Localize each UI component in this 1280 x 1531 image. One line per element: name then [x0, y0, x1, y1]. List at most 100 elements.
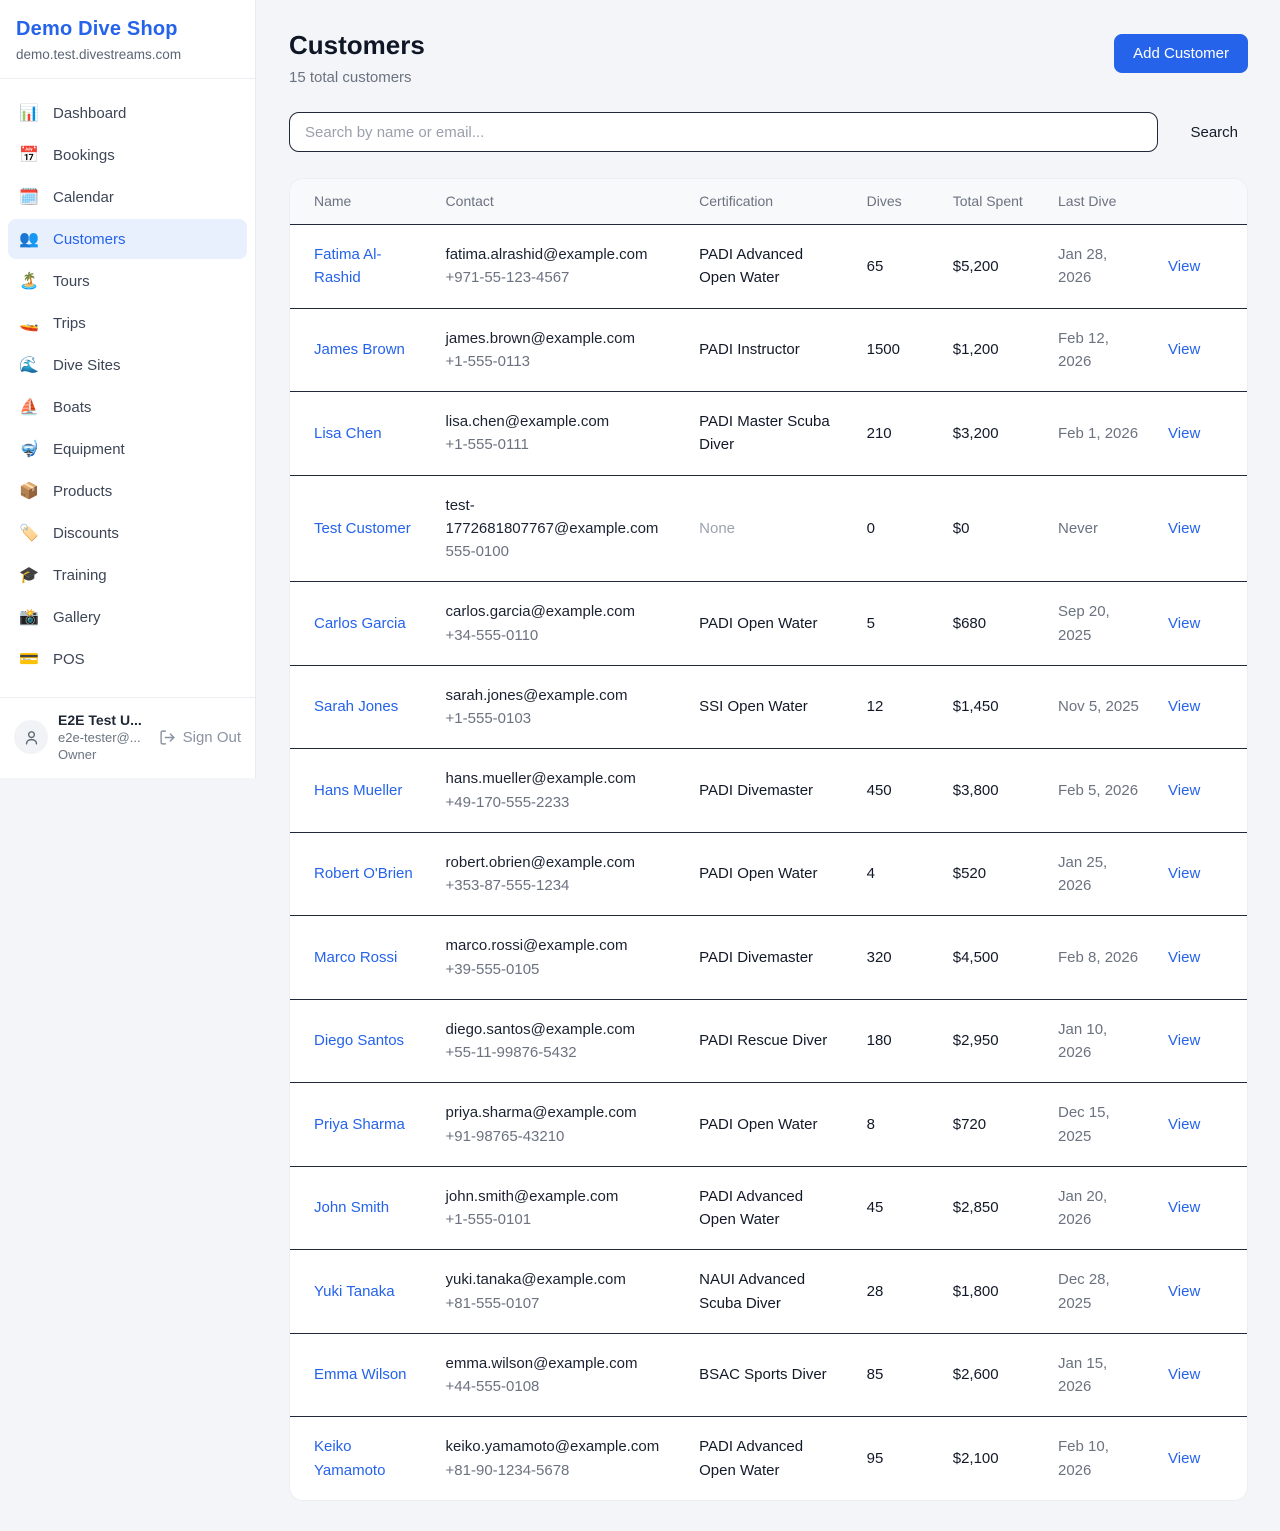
customer-certification: SSI Open Water [699, 698, 808, 716]
sidebar-item[interactable]: 🤿 Equipment [8, 429, 247, 469]
sign-out-label: Sign Out [182, 728, 241, 746]
sidebar-item-label: Equipment [53, 440, 125, 458]
customer-name-link[interactable]: John Smith [314, 1199, 390, 1217]
customer-total-spent: $4,500 [952, 948, 999, 966]
view-link[interactable]: View [1168, 1199, 1201, 1217]
customer-name-link[interactable]: Fatima Al-Rashid [314, 246, 382, 287]
view-link[interactable]: View [1168, 781, 1201, 799]
view-link[interactable]: View [1168, 865, 1201, 883]
customer-email: robert.obrien@example.com [445, 853, 636, 871]
view-link[interactable]: View [1168, 424, 1201, 442]
customer-email: emma.wilson@example.com [445, 1354, 638, 1372]
search-input[interactable] [289, 112, 1159, 152]
sidebar-item-label: Training [53, 566, 107, 584]
sidebar-item[interactable]: 💳 POS [8, 639, 247, 679]
table-row: Sarah Jones sarah.jones@example.com +1-5… [290, 665, 1247, 749]
customer-email: john.smith@example.com [445, 1187, 619, 1205]
customer-name-link[interactable]: Keiko Yamamoto [314, 1438, 386, 1479]
customer-last-dive: Feb 12, 2026 [1058, 329, 1109, 370]
column-header-total-spent: Total Spent [940, 179, 1046, 225]
table-row: John Smith john.smith@example.com +1-555… [290, 1166, 1247, 1250]
customer-name-link[interactable]: James Brown [314, 341, 405, 359]
view-link[interactable]: View [1168, 519, 1201, 537]
sidebar-item-label: Bookings [53, 146, 115, 164]
customer-name-link[interactable]: Marco Rossi [314, 948, 398, 966]
customer-dives: 28 [866, 1282, 884, 1300]
table-row: Priya Sharma priya.sharma@example.com +9… [290, 1083, 1247, 1167]
user-email: e2e-tester@... [58, 730, 141, 745]
customer-last-dive: Dec 28, 2025 [1058, 1271, 1110, 1312]
customer-email: priya.sharma@example.com [445, 1104, 637, 1122]
table-row: Test Customer test-1772681807767@example… [290, 475, 1247, 582]
column-header-certification: Certification [687, 179, 855, 225]
customer-name-link[interactable]: Robert O'Brien [314, 865, 413, 883]
customer-name-link[interactable]: Emma Wilson [314, 1366, 407, 1384]
customer-certification: PADI Instructor [699, 341, 800, 359]
view-link[interactable]: View [1168, 257, 1201, 275]
view-link[interactable]: View [1168, 614, 1201, 632]
sidebar-item[interactable]: 🚤 Trips [8, 303, 247, 343]
shop-domain: demo.test.divestreams.com [16, 47, 182, 62]
view-link[interactable]: View [1168, 1032, 1201, 1050]
customer-name-link[interactable]: Lisa Chen [314, 424, 382, 442]
user-role: Owner [58, 747, 97, 762]
sidebar-item[interactable]: 📊 Dashboard [8, 93, 247, 133]
customer-name-link[interactable]: Diego Santos [314, 1032, 405, 1050]
search-bar: Search [289, 112, 1248, 152]
view-link[interactable]: View [1168, 1282, 1201, 1300]
customer-dives: 4 [866, 865, 875, 883]
customer-name-link[interactable]: Priya Sharma [314, 1115, 405, 1133]
sidebar-item[interactable]: 👥 Customers [8, 219, 247, 259]
sidebar-item-label: Gallery [53, 608, 101, 626]
sidebar-item[interactable]: 🎓 Training [8, 555, 247, 595]
customer-last-dive: Jan 10, 2026 [1058, 1020, 1108, 1061]
sidebar-item[interactable]: 📸 Gallery [8, 597, 247, 637]
customer-name-link[interactable]: Test Customer [314, 519, 411, 537]
customer-total-spent: $680 [952, 614, 987, 632]
sidebar-item-label: Products [53, 482, 113, 500]
view-link[interactable]: View [1168, 698, 1201, 716]
view-link[interactable]: View [1168, 341, 1201, 359]
table-row: Fatima Al-Rashid fatima.alrashid@example… [290, 225, 1247, 308]
desert-island-icon: 🏝️ [19, 273, 39, 290]
view-link[interactable]: View [1168, 948, 1201, 966]
table-row: Carlos Garcia carlos.garcia@example.com … [290, 582, 1247, 666]
customer-certification: PADI Rescue Diver [699, 1032, 828, 1050]
column-header-name: Name [290, 179, 434, 225]
customer-name-link[interactable]: Hans Mueller [314, 781, 403, 799]
page-title: Customers [289, 30, 425, 60]
add-customer-button[interactable]: Add Customer [1114, 34, 1248, 73]
customer-name-link[interactable]: Yuki Tanaka [314, 1282, 395, 1300]
customer-dives: 85 [866, 1366, 884, 1384]
column-header-actions [1156, 179, 1247, 225]
customer-dives: 180 [866, 1032, 892, 1050]
customer-email: fatima.alrashid@example.com [445, 246, 648, 263]
customer-certification: PADI Divemaster [699, 948, 814, 966]
view-link[interactable]: View [1168, 1366, 1201, 1384]
customer-count: 15 total customers [289, 69, 412, 86]
person-icon [25, 730, 37, 745]
table-row: Emma Wilson emma.wilson@example.com +44-… [290, 1333, 1247, 1417]
customer-email: james.brown@example.com [445, 329, 636, 347]
sidebar-item[interactable]: 🏷️ Discounts [8, 513, 247, 553]
sidebar-item-label: POS [53, 650, 85, 668]
sidebar-item[interactable]: 🗓️ Calendar [8, 177, 247, 217]
sidebar-item[interactable]: 🌊 Dive Sites [8, 345, 247, 385]
search-button[interactable]: Search [1180, 116, 1248, 149]
view-link[interactable]: View [1168, 1115, 1201, 1133]
sidebar-item[interactable]: 📅 Bookings [8, 135, 247, 175]
customer-last-dive: Feb 8, 2026 [1058, 948, 1139, 966]
customer-certification: PADI Master Scuba Diver [699, 413, 830, 454]
sidebar-item[interactable]: ⛵ Boats [8, 387, 247, 427]
customer-phone: +1-555-0111 [445, 436, 529, 454]
customer-name-link[interactable]: Sarah Jones [314, 698, 399, 716]
customer-email: test-1772681807767@example.com [445, 496, 659, 537]
customer-name-link[interactable]: Carlos Garcia [314, 614, 406, 632]
customer-phone: +49-170-555-2233 [445, 793, 570, 811]
customer-phone: +971-55-123-4567 [445, 269, 570, 287]
sidebar-item[interactable]: 📦 Products [8, 471, 247, 511]
view-link[interactable]: View [1168, 1449, 1201, 1467]
sign-out-button[interactable]: Sign Out [159, 729, 241, 746]
customer-phone: 555-0100 [445, 543, 509, 560]
sidebar-item[interactable]: 🏝️ Tours [8, 261, 247, 301]
